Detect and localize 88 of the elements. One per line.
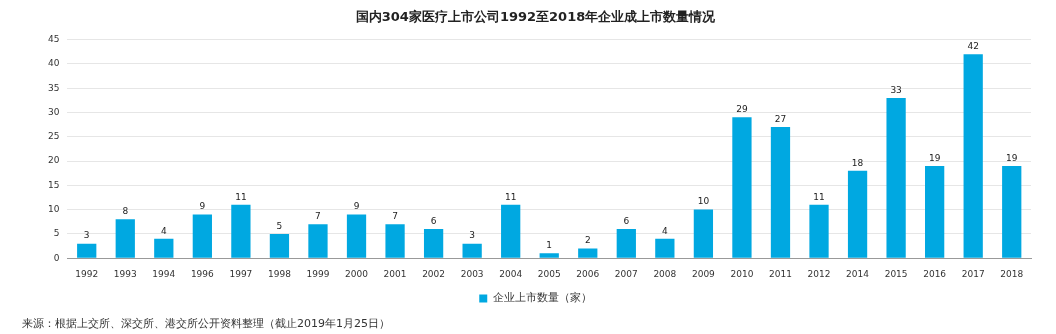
bar xyxy=(925,165,945,258)
chart-title: 国内304家医疗上市公司1992至2018年企业成上市数量情况 xyxy=(355,9,717,25)
data-label: 6 xyxy=(623,215,630,226)
y-tick-label: 40 xyxy=(48,58,60,69)
x-tick-label: 2012 xyxy=(807,268,831,279)
bar xyxy=(886,97,906,258)
x-tick-label: 2003 xyxy=(460,268,484,279)
data-label: 7 xyxy=(315,211,321,222)
y-tick-label: 15 xyxy=(48,179,60,190)
bar xyxy=(154,238,174,258)
data-label: 33 xyxy=(890,84,902,95)
legend-label: 企业上市数量（家） xyxy=(492,291,592,305)
data-label: 29 xyxy=(736,104,748,115)
bar xyxy=(192,214,212,258)
x-tick-label: 1998 xyxy=(267,268,292,279)
data-label: 11 xyxy=(235,191,247,202)
source-note: 来源：根据上交所、深交所、港交所公开资料整理（截止2019年1月25日） xyxy=(22,317,390,331)
x-tick-label: 2014 xyxy=(846,268,870,279)
bar xyxy=(501,204,521,258)
x-tick-label: 1996 xyxy=(190,268,215,279)
data-label: 18 xyxy=(851,157,864,168)
y-tick-label: 20 xyxy=(48,155,60,166)
bar xyxy=(1002,165,1022,258)
x-tick-label: 1997 xyxy=(229,268,253,279)
bar xyxy=(732,117,752,258)
bar xyxy=(847,170,868,258)
x-tick-label: 2001 xyxy=(383,268,407,279)
x-tick-label: 2011 xyxy=(769,268,792,279)
x-tick-label: 1992 xyxy=(75,268,99,279)
bar xyxy=(385,224,405,258)
x-tick-label: 2008 xyxy=(653,268,677,279)
x-tick-label: 2017 xyxy=(961,268,985,279)
data-label: 3 xyxy=(469,230,476,241)
data-label: 4 xyxy=(661,225,668,236)
bar xyxy=(539,253,559,258)
x-tick-label: 2005 xyxy=(537,268,561,279)
data-label: 42 xyxy=(967,41,979,52)
y-tick-label: 25 xyxy=(48,131,60,142)
bar xyxy=(308,224,328,258)
data-label: 27 xyxy=(774,113,787,124)
bar xyxy=(115,219,135,258)
y-tick-label: 30 xyxy=(48,106,60,117)
bar xyxy=(578,248,598,258)
data-label: 3 xyxy=(83,230,90,241)
x-tick-label: 2006 xyxy=(576,268,600,279)
y-tick-label: 0 xyxy=(53,252,60,263)
data-label: 9 xyxy=(199,201,206,212)
bar xyxy=(269,233,290,258)
bar xyxy=(462,243,482,258)
data-label: 2 xyxy=(584,235,591,246)
x-tick-label: 1999 xyxy=(306,268,330,279)
x-tick-label: 2004 xyxy=(499,268,523,279)
data-label: 10 xyxy=(697,196,710,207)
data-label: 19 xyxy=(928,152,941,163)
x-tick-label: 2010 xyxy=(730,268,754,279)
bar xyxy=(655,238,675,258)
x-tick-label: 1993 xyxy=(113,268,137,279)
bar xyxy=(693,209,714,258)
bar xyxy=(770,127,791,258)
bar xyxy=(346,214,367,258)
y-tick-label: 5 xyxy=(53,228,60,239)
x-tick-label: 1994 xyxy=(152,268,176,279)
y-tick-label: 35 xyxy=(48,82,60,93)
bar xyxy=(423,229,444,258)
data-label: 19 xyxy=(1006,152,1018,163)
x-tick-label: 2000 xyxy=(345,268,369,279)
y-tick-label: 45 xyxy=(48,33,60,44)
bar xyxy=(231,204,251,258)
x-tick-label: 2016 xyxy=(923,268,947,279)
x-tick-label: 2009 xyxy=(691,268,716,279)
x-tick-label: 2002 xyxy=(422,268,446,279)
data-label: 8 xyxy=(122,206,129,217)
bar xyxy=(616,229,636,258)
data-label: 5 xyxy=(276,220,283,231)
data-label: 9 xyxy=(353,201,360,212)
x-tick-label: 2015 xyxy=(884,268,908,279)
bar xyxy=(963,54,983,258)
data-label: 11 xyxy=(504,191,517,202)
bar xyxy=(809,204,829,258)
data-label: 11 xyxy=(813,191,825,202)
data-label: 7 xyxy=(392,211,398,222)
data-label: 1 xyxy=(546,240,553,251)
data-label: 6 xyxy=(430,215,437,226)
x-tick-label: 2007 xyxy=(614,268,638,279)
y-tick-label: 10 xyxy=(48,203,60,214)
data-label: 4 xyxy=(160,225,167,236)
x-tick-label: 2018 xyxy=(1000,268,1024,279)
bar xyxy=(77,243,97,258)
